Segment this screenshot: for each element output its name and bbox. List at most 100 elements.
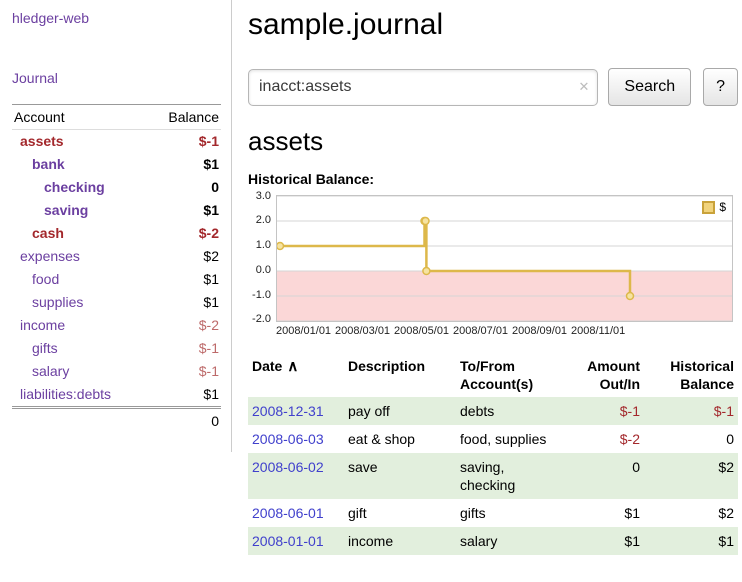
clear-search-icon[interactable]: ✕ (578, 78, 590, 94)
account-balance-checking: 0 (211, 179, 219, 195)
legend-swatch-icon (702, 200, 716, 214)
chart-legend: $ (702, 200, 726, 214)
date-header-label: Date (252, 358, 283, 374)
transaction-description: income (348, 533, 394, 549)
account-link-expenses[interactable]: expenses (20, 248, 80, 264)
account-balance-liabilities-debts: $1 (203, 386, 219, 402)
y-tick: 3.0 (255, 190, 271, 202)
account-row-supplies: supplies $1 (12, 291, 221, 314)
search-bar: ✕ Search ? (248, 68, 738, 106)
account-balance-expenses: $2 (203, 248, 219, 264)
account-balance-gifts: $-1 (198, 340, 219, 356)
balance-line-series (277, 196, 732, 321)
transaction-accounts: food, supplies (460, 431, 547, 447)
account-link-saving[interactable]: saving (44, 202, 89, 218)
account-balance-salary: $-1 (198, 363, 219, 379)
legend-label: $ (719, 200, 726, 214)
transaction-description: save (348, 459, 378, 475)
transaction-accounts: debts (460, 403, 495, 419)
x-tick: 2008/07/01 (453, 325, 509, 337)
account-row-expenses: expenses $2 (12, 245, 221, 268)
register-header-balance: Historical Balance (670, 358, 734, 392)
transaction-date-link[interactable]: 2008-06-03 (252, 431, 324, 447)
y-tick: 2.0 (255, 214, 271, 226)
sidebar-item-journal[interactable]: Journal (12, 70, 58, 86)
transaction-amount: $-2 (619, 431, 640, 447)
main-content: sample.journal ✕ Search ? assets Histori… (248, 0, 738, 555)
accounts-header-balance: Balance (147, 104, 221, 130)
transaction-description: gift (348, 505, 367, 521)
register-row: 2008-06-03 eat & shop food, supplies $-2… (248, 425, 738, 453)
account-balance-cash: $-2 (198, 225, 219, 241)
accounts-total-value: 0 (147, 406, 221, 433)
search-box: ✕ (248, 68, 599, 106)
account-row-assets: assets $-1 (12, 130, 221, 154)
register-row: 2008-06-01 gift gifts $1 $2 (248, 499, 738, 527)
transaction-date-link[interactable]: 2008-12-31 (252, 403, 324, 419)
y-tick: 0.0 (255, 264, 271, 276)
transaction-date-link[interactable]: 2008-06-02 (252, 459, 324, 475)
search-input[interactable] (248, 68, 599, 106)
account-balance-saving: $1 (203, 202, 219, 218)
register-row: 2008-01-01 income salary $1 $1 (248, 527, 738, 555)
app-title-link[interactable]: hledger-web (12, 10, 90, 26)
register-header-amount: Amount Out/In (587, 358, 640, 392)
account-link-bank[interactable]: bank (32, 156, 65, 172)
account-link-supplies[interactable]: supplies (32, 294, 84, 310)
transaction-date-link[interactable]: 2008-01-01 (252, 533, 324, 549)
register-row: 2008-12-31 pay off debts $-1 $-1 (248, 397, 738, 425)
search-button[interactable]: Search (608, 68, 692, 106)
account-balance-assets: $-1 (198, 133, 219, 149)
account-link-assets[interactable]: assets (20, 133, 64, 149)
transaction-accounts: salary (460, 533, 498, 549)
balance-chart: 3.0 2.0 1.0 0.0 -1.0 -2.0 $ 2008/01/01 2… (248, 190, 738, 337)
accounts-table: Account Balance assets $-1 bank $1 check… (12, 104, 221, 433)
account-row-saving: saving $1 (12, 199, 221, 222)
register-header-accounts: To/From Account(s) (460, 358, 534, 392)
account-link-checking[interactable]: checking (44, 179, 105, 195)
account-link-income[interactable]: income (20, 317, 66, 333)
account-row-gifts: gifts $-1 (12, 337, 221, 360)
account-link-salary[interactable]: salary (32, 363, 70, 379)
transaction-amount: $1 (624, 505, 640, 521)
transaction-description: eat & shop (348, 431, 415, 447)
chart-plot-area: $ (276, 195, 733, 322)
transaction-accounts: gifts (460, 505, 486, 521)
accounts-total-row: 0 (12, 406, 221, 433)
x-tick: 2008/11/01 (571, 325, 626, 337)
accounts-header-account: Account (12, 104, 148, 130)
account-row-cash: cash $-2 (12, 222, 221, 245)
account-link-cash[interactable]: cash (32, 225, 64, 241)
account-link-food[interactable]: food (32, 271, 60, 287)
chart-title: Historical Balance: (248, 171, 375, 187)
transaction-date-link[interactable]: 2008-06-01 (252, 505, 324, 521)
account-balance-income: $-2 (198, 317, 219, 333)
transaction-accounts: saving, checking (460, 459, 516, 493)
y-tick: 1.0 (255, 239, 271, 251)
account-row-liabilities-debts: liabilities:debts $1 (12, 383, 221, 408)
accounts-header-row: Account Balance (12, 104, 221, 130)
sidebar-nav: Journal (12, 70, 221, 88)
transaction-balance: 0 (726, 431, 734, 447)
account-row-checking: checking 0 (12, 176, 221, 199)
sort-ascending-icon[interactable]: ∧ (287, 358, 299, 375)
transaction-amount: $-1 (619, 403, 640, 419)
account-link-liabilities-debts[interactable]: liabilities:debts (20, 386, 112, 402)
page-title: sample.journal (248, 8, 444, 41)
sidebar: hledger-web Journal Account Balance asse… (0, 0, 232, 452)
account-link-gifts[interactable]: gifts (32, 340, 58, 356)
transaction-amount: 0 (632, 459, 640, 475)
x-tick: 2008/01/01 (276, 325, 332, 337)
transaction-balance: $-1 (713, 403, 734, 419)
register-header-description: Description (348, 358, 426, 374)
account-heading: assets (248, 126, 324, 156)
account-row-bank: bank $1 (12, 153, 221, 176)
help-button[interactable]: ? (703, 68, 738, 106)
register-header-date[interactable]: Date ∧ (248, 353, 344, 397)
register-table: Date ∧ Description To/From Account(s) Amou… (248, 353, 738, 555)
account-balance-bank: $1 (203, 156, 219, 172)
register-header-row: Date ∧ Description To/From Account(s) Amou… (248, 353, 738, 397)
y-tick: -2.0 (252, 313, 271, 325)
account-row-salary: salary $-1 (12, 360, 221, 383)
y-tick: -1.0 (252, 289, 271, 301)
